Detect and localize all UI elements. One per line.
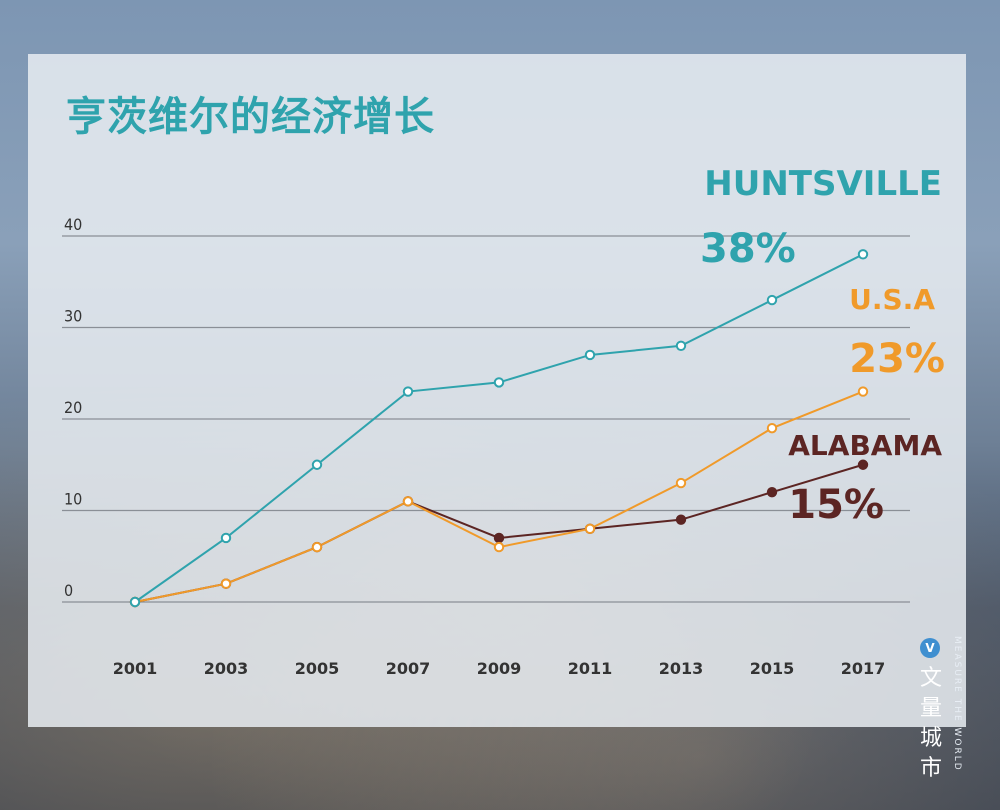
data-point	[766, 487, 778, 498]
watermark-en-text: MEASURE THE WORLD	[952, 636, 962, 772]
x-tick-label: 2009	[477, 659, 522, 678]
y-tick-label: 30	[64, 307, 82, 326]
series-name-label: HUNTSVILLE	[704, 164, 942, 204]
y-tick-label: 10	[64, 490, 82, 509]
data-point	[857, 249, 869, 260]
series-value-label: 23%	[849, 336, 945, 382]
data-point	[220, 578, 232, 589]
data-point	[311, 459, 323, 470]
series-value-label: 38%	[700, 226, 796, 272]
data-point	[857, 459, 869, 470]
x-tick-label: 2007	[386, 659, 431, 678]
y-tick-label: 20	[64, 398, 82, 417]
data-point	[584, 523, 596, 534]
chart-title: 亨茨维尔的经济增长	[66, 94, 435, 140]
data-point	[493, 377, 505, 388]
data-point	[402, 496, 414, 507]
data-point	[675, 340, 687, 351]
data-point	[493, 532, 505, 544]
watermark: V 文量城市 MEASURE THE WORLD	[912, 632, 972, 782]
x-tick-label: 2005	[295, 659, 340, 678]
data-point	[584, 349, 596, 361]
data-point	[857, 386, 869, 397]
watermark-cn-text: 文量城市	[919, 666, 942, 781]
data-point	[220, 532, 232, 544]
series-value-label: 15%	[788, 482, 884, 528]
series-name-label: ALABAMA	[788, 429, 942, 462]
x-tick-label: 2015	[750, 659, 795, 678]
data-point	[402, 386, 414, 397]
data-point	[311, 541, 323, 553]
series-name-label: U.S.A	[849, 283, 935, 316]
data-point	[766, 422, 778, 434]
x-tick-label: 2017	[841, 659, 886, 678]
data-point	[766, 294, 778, 306]
data-point	[675, 514, 687, 525]
x-tick-label: 2003	[204, 659, 249, 678]
data-point	[493, 541, 505, 553]
watermark-logo-icon: V	[920, 638, 940, 658]
y-tick-label: 40	[64, 215, 82, 234]
chart-panel	[28, 54, 966, 727]
x-tick-label: 2013	[659, 659, 704, 678]
y-tick-label: 0	[64, 581, 73, 600]
x-tick-label: 2001	[113, 659, 158, 678]
data-point	[675, 477, 687, 489]
x-tick-label: 2011	[568, 659, 613, 678]
data-point	[129, 596, 141, 608]
